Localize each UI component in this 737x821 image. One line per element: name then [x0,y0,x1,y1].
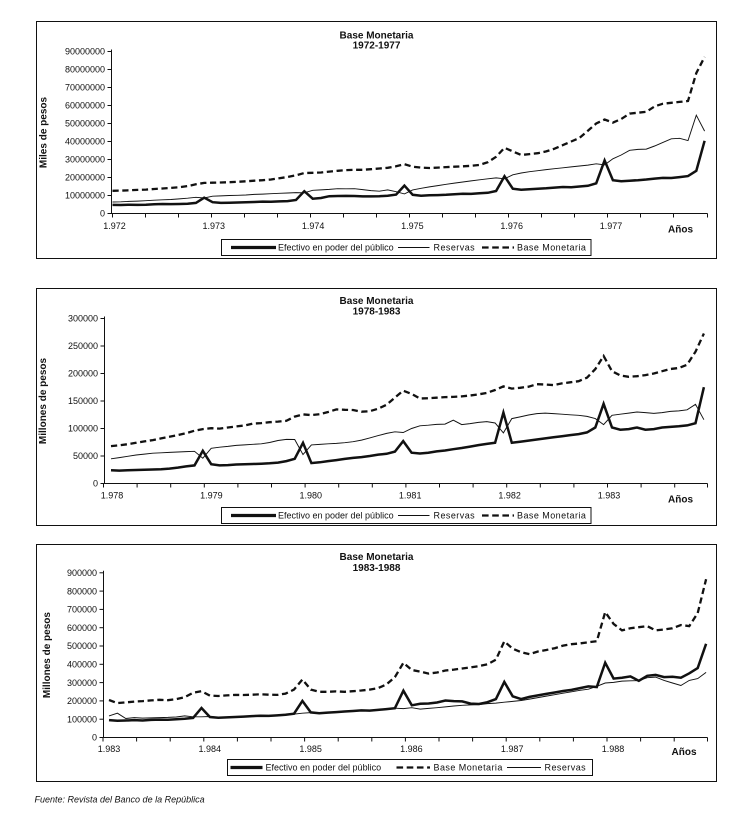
svg-text:1978-1983: 1978-1983 [353,307,401,318]
svg-text:1.983: 1.983 [598,491,621,501]
svg-text:Reservas: Reservas [545,763,587,773]
svg-text:1.981: 1.981 [399,491,422,501]
svg-text:Base Monetaria: Base Monetaria [340,296,414,307]
svg-text:1.972: 1.972 [103,221,126,231]
svg-text:1.975: 1.975 [401,221,424,231]
svg-text:700000: 700000 [67,605,97,615]
svg-text:Años: Años [672,747,697,758]
svg-text:Reservas: Reservas [434,243,476,253]
svg-text:300000: 300000 [67,678,97,688]
svg-text:1.974: 1.974 [302,221,325,231]
svg-text:Efectivo en poder del público: Efectivo en poder del público [266,763,382,773]
svg-text:600000: 600000 [67,623,97,633]
svg-text:Años: Años [668,224,693,235]
svg-text:1.982: 1.982 [498,491,521,501]
svg-text:Efectivo en poder del público: Efectivo en poder del público [278,511,394,521]
svg-text:10000000: 10000000 [65,191,105,201]
svg-text:90000000: 90000000 [65,47,105,57]
svg-text:Reservas: Reservas [434,511,476,521]
svg-text:1.976: 1.976 [500,221,523,231]
svg-text:Millones de pesos: Millones de pesos [42,612,53,699]
svg-text:1983-1988: 1983-1988 [353,563,401,574]
svg-text:100000: 100000 [68,424,98,434]
svg-text:60000000: 60000000 [65,101,105,111]
svg-text:400000: 400000 [67,660,97,670]
svg-text:200000: 200000 [67,696,97,706]
svg-text:50000000: 50000000 [65,119,105,129]
svg-text:Efectivo en poder del público: Efectivo en poder del público [278,243,394,253]
svg-text:1.988: 1.988 [602,744,625,754]
svg-text:0: 0 [93,479,98,489]
svg-text:40000000: 40000000 [65,137,105,147]
svg-text:Miles de pesos: Miles de pesos [39,96,50,168]
svg-text:200000: 200000 [68,369,98,379]
svg-text:Base Monetaria: Base Monetaria [340,552,414,563]
svg-text:500000: 500000 [67,641,97,651]
svg-text:1.987: 1.987 [501,744,524,754]
svg-text:1.980: 1.980 [300,491,323,501]
svg-text:0: 0 [92,733,97,743]
svg-text:50000: 50000 [73,451,98,461]
svg-text:Base Monetaria: Base Monetaria [517,243,586,253]
svg-text:Base Monetaria: Base Monetaria [340,30,414,41]
svg-text:Base Monetaria: Base Monetaria [434,763,503,773]
svg-text:250000: 250000 [68,341,98,351]
svg-text:1972-1977: 1972-1977 [353,40,401,51]
svg-text:0: 0 [100,209,105,219]
svg-text:1.973: 1.973 [203,221,226,231]
svg-text:1.984: 1.984 [199,744,222,754]
svg-text:1.978: 1.978 [101,491,124,501]
svg-text:800000: 800000 [67,586,97,596]
svg-text:1.977: 1.977 [600,221,623,231]
svg-text:150000: 150000 [68,396,98,406]
svg-text:1.983: 1.983 [98,744,121,754]
svg-text:1.986: 1.986 [400,744,423,754]
svg-text:Años: Años [668,494,693,505]
svg-text:20000000: 20000000 [65,173,105,183]
svg-text:1.979: 1.979 [200,491,223,501]
svg-text:1.985: 1.985 [299,744,322,754]
svg-text:30000000: 30000000 [65,155,105,165]
svg-text:Base Monetaria: Base Monetaria [517,511,586,521]
svg-text:100000: 100000 [67,714,97,724]
svg-text:900000: 900000 [67,568,97,578]
svg-text:300000: 300000 [68,314,98,324]
svg-text:70000000: 70000000 [65,83,105,93]
svg-text:80000000: 80000000 [65,65,105,75]
svg-text:Fuente: Revista del Banco de l: Fuente: Revista del Banco de la Repúblic… [35,795,205,805]
svg-text:Millones de pesos: Millones de pesos [38,357,49,444]
